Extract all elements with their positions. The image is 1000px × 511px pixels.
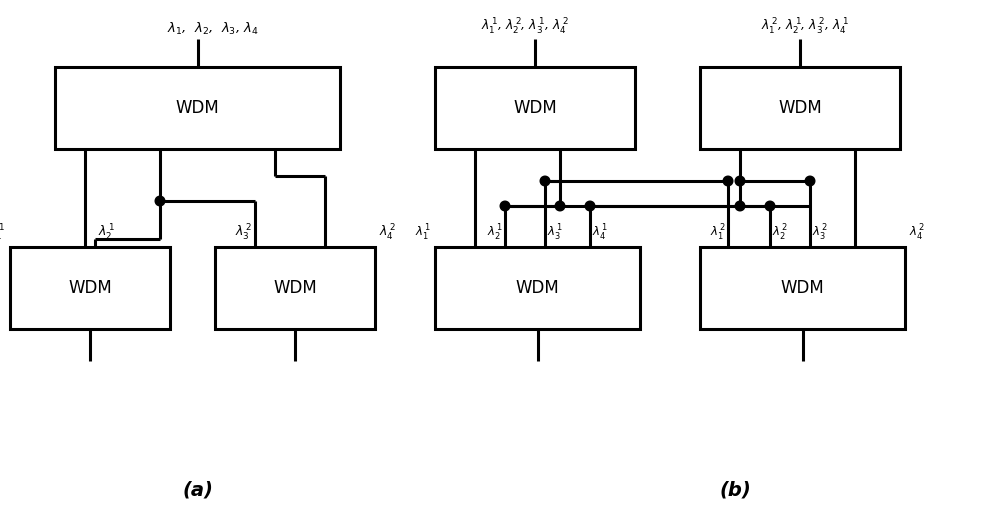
Text: WDM: WDM <box>778 99 822 117</box>
Text: $\lambda_1^{\,1}$, $\lambda_2^{\,2}$, $\lambda_3^{\,1}$, $\lambda_4^{\,2}$: $\lambda_1^{\,1}$, $\lambda_2^{\,2}$, $\… <box>481 17 569 37</box>
Text: $\lambda_1$,  $\lambda_2$,  $\lambda_3$, $\lambda_4$: $\lambda_1$, $\lambda_2$, $\lambda_3$, $… <box>167 21 258 37</box>
Text: $\lambda_1^{\,2}$, $\lambda_2^{\,1}$, $\lambda_3^{\,2}$, $\lambda_4^{\,1}$: $\lambda_1^{\,2}$, $\lambda_2^{\,1}$, $\… <box>761 17 849 37</box>
Text: $\lambda_4^{\,2}$: $\lambda_4^{\,2}$ <box>909 223 925 243</box>
Text: $\lambda_2^{\,2}$: $\lambda_2^{\,2}$ <box>772 223 788 243</box>
Text: (b): (b) <box>719 480 751 499</box>
Text: WDM: WDM <box>68 279 112 297</box>
Circle shape <box>735 176 745 186</box>
Text: $\lambda_2^{\,1}$: $\lambda_2^{\,1}$ <box>487 223 503 243</box>
Bar <box>10 247 170 329</box>
Text: $\lambda_3^{\,2}$: $\lambda_3^{\,2}$ <box>812 223 828 243</box>
Bar <box>435 67 635 149</box>
Text: $\lambda_2^{\,1}$: $\lambda_2^{\,1}$ <box>98 223 115 243</box>
Circle shape <box>805 176 815 186</box>
Text: $\lambda_1^{\,2}$: $\lambda_1^{\,2}$ <box>710 223 726 243</box>
Circle shape <box>735 201 745 211</box>
Circle shape <box>500 201 510 211</box>
Circle shape <box>585 201 595 211</box>
Bar <box>215 247 375 329</box>
Text: WDM: WDM <box>516 279 559 297</box>
Circle shape <box>540 176 550 186</box>
Text: $\lambda_3^{\,2}$: $\lambda_3^{\,2}$ <box>235 223 252 243</box>
Circle shape <box>555 201 565 211</box>
Text: $\lambda_1^{\,1}$: $\lambda_1^{\,1}$ <box>415 223 431 243</box>
Text: $\lambda_4^{\,2}$: $\lambda_4^{\,2}$ <box>379 223 396 243</box>
Circle shape <box>723 176 733 186</box>
Text: WDM: WDM <box>513 99 557 117</box>
Text: WDM: WDM <box>176 99 219 117</box>
Text: $\lambda_3^{\,1}$: $\lambda_3^{\,1}$ <box>547 223 563 243</box>
Text: (a): (a) <box>182 480 213 499</box>
Bar <box>700 247 905 329</box>
Bar <box>55 67 340 149</box>
Text: $\lambda_1^{\,1}$: $\lambda_1^{\,1}$ <box>0 223 5 243</box>
Bar <box>435 247 640 329</box>
Text: $\lambda_4^{\,1}$: $\lambda_4^{\,1}$ <box>592 223 608 243</box>
Bar <box>700 67 900 149</box>
Text: WDM: WDM <box>273 279 317 297</box>
Text: WDM: WDM <box>781 279 824 297</box>
Circle shape <box>765 201 775 211</box>
Circle shape <box>155 196 165 206</box>
